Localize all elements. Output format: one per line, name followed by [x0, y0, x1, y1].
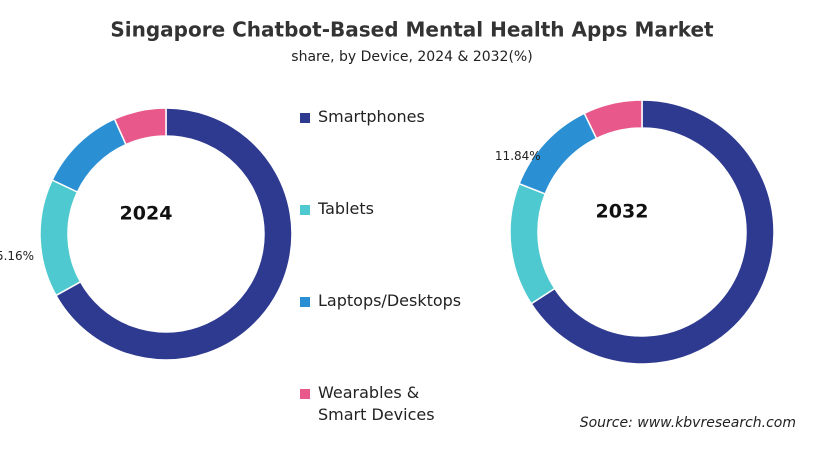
center-label: 2024	[120, 203, 173, 225]
legend-swatch	[300, 113, 310, 123]
donut-segment	[583, 99, 643, 140]
legend-label: Wearables & Smart Devices	[318, 383, 435, 424]
donut-segment	[39, 178, 82, 297]
source: Source: www.kbvresearch.com	[580, 415, 796, 431]
legend-item: Smartphones	[300, 106, 460, 128]
legend-item: Laptops/Desktops	[300, 290, 462, 312]
data-label: 15.16%	[0, 249, 34, 263]
legend-item: Wearables & Smart Devices	[300, 382, 460, 426]
donut-segment	[509, 182, 556, 305]
donut-segment	[530, 99, 775, 365]
legend-label: Smartphones	[318, 107, 425, 126]
donut-segment	[51, 118, 127, 193]
data-label: 11.84%	[495, 149, 541, 163]
center-label: 2032	[596, 201, 649, 223]
donut-segment	[113, 107, 167, 146]
legend-swatch	[300, 297, 310, 307]
legend-label: Tablets	[318, 199, 374, 218]
legend-label: Laptops/Desktops	[318, 291, 462, 310]
legend-swatch	[300, 389, 310, 399]
donut-segment	[54, 107, 293, 361]
legend-item: Tablets	[300, 198, 460, 220]
legend-swatch	[300, 205, 310, 215]
chart-title: Singapore Chatbot-Based Mental Health Ap…	[110, 18, 714, 42]
chart-subtitle: share, by Device, 2024 & 2032(%)	[291, 49, 532, 65]
